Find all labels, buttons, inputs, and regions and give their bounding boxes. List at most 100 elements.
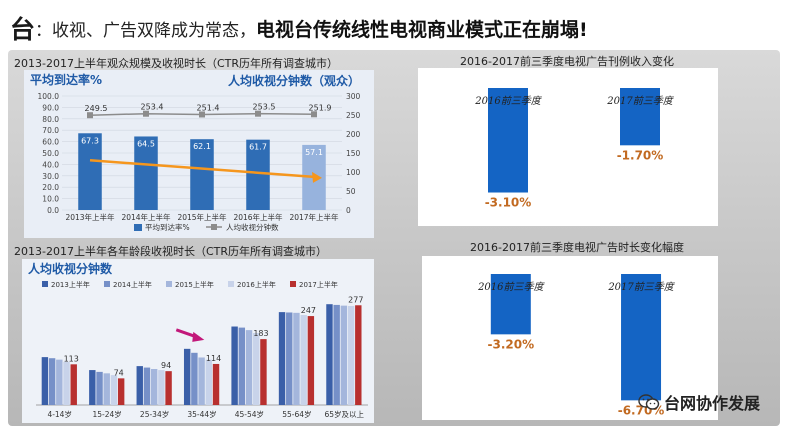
footer-brand: 台网协作发展	[638, 390, 760, 414]
chart1-left-tick: 20.0	[42, 183, 59, 192]
chart1-category-label: 2015年上半年	[177, 212, 227, 222]
chart1-right-tick: 100	[346, 168, 361, 177]
chart3-data-label: -1.70%	[617, 148, 664, 162]
chart2-bar	[278, 312, 286, 405]
chart1-right-axis-title: 人均收视分钟数（观众）	[228, 73, 360, 88]
chart2-bar	[307, 316, 315, 405]
chart2-bar	[198, 357, 205, 405]
chart1-trend-arrow-shaft	[89, 159, 315, 179]
chart2-svg: 人均收视分钟数 2013上半年 2014上半年 2015上半年 2016上半年 2017上…	[22, 259, 374, 423]
chart2-data-label: 74	[114, 368, 124, 377]
chart1-right-tick: 0	[346, 206, 351, 215]
chart4-bar	[621, 274, 662, 401]
chart1-title: 2013-2017上半年观众规模及收视时长（CTR历年所有调查城市）	[14, 57, 338, 70]
chart2-bar	[231, 326, 238, 405]
chart3-category-label: 2016前三季度	[474, 95, 542, 107]
chart2-legend-label: 2015上半年	[175, 280, 214, 289]
chart1-legend-label-bar: 平均到达率%	[145, 222, 190, 232]
chart2-data-label: 113	[64, 354, 79, 363]
chart2-category-label: 15-24岁	[92, 409, 121, 419]
chart2-bar	[150, 369, 158, 405]
chart2-category-label: 55-64岁	[282, 409, 311, 419]
chart3-data-label: -3.10%	[485, 196, 532, 210]
chart1-left-tick: 0.0	[47, 206, 59, 215]
chart3-category-label: 2017前三季度	[606, 95, 674, 107]
chart1-left-tick: 90.0	[42, 103, 59, 112]
chart1-left-tick: 80.0	[42, 115, 59, 124]
chart2-category-label: 65岁及以上	[325, 409, 365, 419]
chart1-right-tick: 150	[346, 149, 361, 158]
chart3-svg: 2016前三季度 -3.10% 2017前三季度 -1.70%	[474, 88, 675, 210]
chart1-right-tick: 50	[346, 187, 356, 196]
chart2-category-label: 45-54岁	[235, 409, 264, 419]
chart2-bar	[205, 359, 213, 405]
chart2-bar	[56, 359, 63, 405]
chart2-bar	[158, 370, 165, 405]
chart4-box: 2016前三季度 -3.20% 2017前三季度 -6.70%	[422, 256, 718, 420]
chart2-bar	[70, 364, 77, 405]
chart1-line-label: 249.5	[85, 104, 108, 113]
chart1-bar	[246, 139, 270, 210]
chart1-trend-arrow-head	[312, 171, 322, 183]
chart1-bar-label: 57.1	[305, 148, 323, 157]
chart1-line-label: 251.9	[309, 103, 332, 112]
chart2-bar	[63, 361, 70, 405]
chart1-left-tick: 100.0	[38, 92, 60, 101]
chart4-category-label: 2016前三季度	[477, 281, 545, 293]
chart2-bar	[212, 363, 220, 405]
chart2-annotation-arrow-head	[192, 331, 205, 342]
chart2-legend-swatch	[166, 281, 172, 287]
chart2-bar	[117, 378, 125, 405]
chart3-bar	[488, 88, 528, 193]
chart1-line-point	[255, 110, 261, 117]
wechat-icon	[638, 394, 660, 410]
chart2-bar	[347, 306, 355, 405]
chart1-legend-label-line: 人均收视分钟数	[226, 222, 279, 232]
chart1-legend-marker-line	[211, 224, 217, 230]
chart1-category-label: 2016年上半年	[233, 212, 283, 222]
chart1-line-point	[143, 110, 149, 117]
chart2-bar	[191, 352, 198, 405]
chart1-category-label: 2014年上半年	[121, 212, 171, 222]
chart1-bar-label: 67.3	[81, 136, 99, 145]
chart1-bar-label: 64.5	[137, 139, 155, 148]
chart1-line-point	[87, 112, 93, 119]
chart2-legend-label: 2014上半年	[113, 280, 152, 289]
chart2-legend-swatch	[42, 281, 48, 287]
chart2-legend-label: 2017上半年	[299, 280, 338, 289]
chart1-legend-swatch-bar	[134, 224, 142, 231]
chart1-bar	[190, 139, 214, 210]
chart2-data-label: 277	[348, 295, 363, 304]
headline-part-a: ：收视、广告双降成为常态，	[35, 20, 257, 41]
chart1-bar	[134, 136, 158, 210]
chart2-category-label: 25-34岁	[140, 409, 169, 419]
chart1-line-point	[199, 111, 205, 118]
chart2-data-label: 183	[253, 329, 268, 338]
chart2-box: 人均收视分钟数 2013上半年 2014上半年 2015上半年 2016上半年 2017上…	[22, 259, 374, 423]
chart3-box: 2016前三季度 -3.10% 2017前三季度 -1.70%	[418, 68, 718, 226]
chart4-title: 2016-2017前三季度电视广告时长变化幅度	[470, 241, 684, 254]
chart2-bar	[103, 373, 110, 405]
footer-brand-label: 台网协作发展	[663, 394, 760, 413]
chart2-category-label: 35-44岁	[187, 409, 216, 419]
chart4-svg: 2016前三季度-3.20%2017前三季度-6.70%	[477, 274, 676, 417]
chart1-right-tick: 300	[346, 92, 361, 101]
chart2-bar	[245, 330, 253, 405]
chart2-legend-swatch	[228, 281, 234, 287]
chart2-title: 2013-2017上半年各年龄段收视时长（CTR历年所有调查城市）	[14, 245, 327, 258]
chart1-left-tick: 50.0	[42, 149, 59, 158]
chart2-bar	[333, 304, 340, 405]
chart2-bar	[260, 339, 267, 405]
chart2-data-label: 247	[301, 306, 316, 315]
headline-part-b: 电视台传统线性电视商业模式正在崩塌!	[256, 18, 588, 41]
chart2-heading: 人均收视分钟数	[28, 261, 113, 276]
chart2-bar	[89, 370, 96, 405]
chart2-bar	[300, 315, 307, 405]
chart1-left-tick: 40.0	[42, 160, 59, 169]
chart2-bar	[48, 358, 56, 405]
chart1-bar-label: 61.7	[249, 143, 267, 152]
chart2-bar	[340, 305, 348, 405]
chart2-bar	[238, 327, 246, 405]
chart2-bar	[165, 371, 172, 405]
chart1-left-tick: 70.0	[42, 126, 59, 135]
